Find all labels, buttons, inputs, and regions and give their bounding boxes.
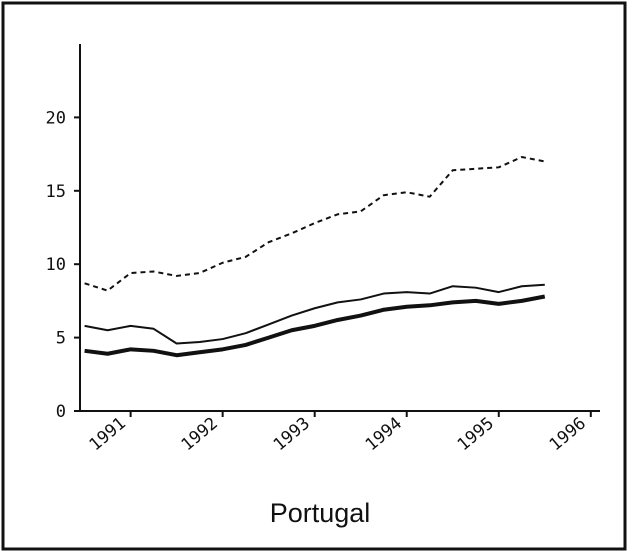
series-line [84,156,545,292]
chart-title: Portugal [270,498,371,528]
y-tick-label: 10 [46,255,66,275]
x-tick-label: 1995 [454,414,498,456]
y-tick-label: 20 [46,108,66,128]
series-line [84,283,545,345]
y-tick-label: 0 [56,402,66,422]
x-tick-label: 1996 [546,414,590,456]
y-tick-label: 5 [56,329,66,349]
x-tick-label: 1992 [178,414,222,456]
y-tick-label: 15 [46,182,66,202]
x-tick-label: 1991 [86,414,130,456]
x-tick-label: 1994 [362,414,406,456]
x-tick-label: 1993 [270,414,314,456]
series-line [84,294,546,358]
